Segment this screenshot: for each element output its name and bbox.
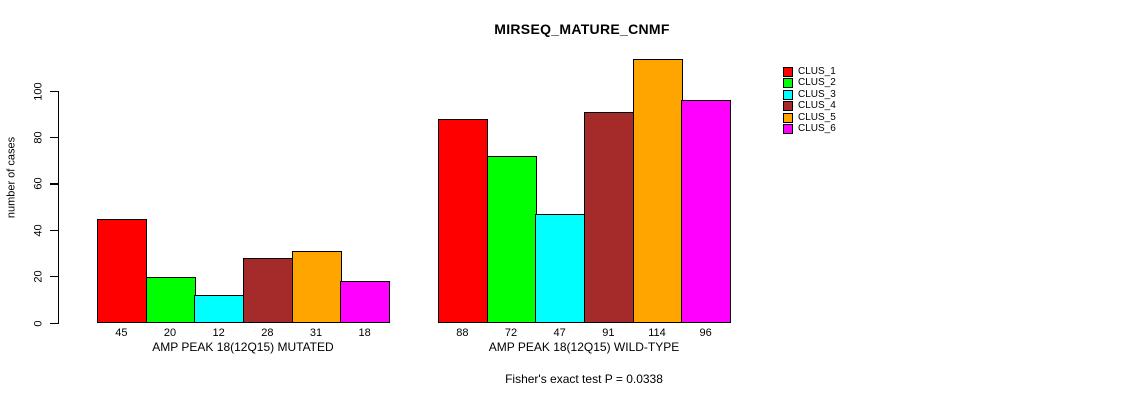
y-tick-label: 20 — [32, 270, 45, 283]
y-tick-mark — [50, 322, 58, 324]
legend-swatch-clus_6 — [783, 124, 793, 134]
y-tick-label: 60 — [32, 177, 45, 190]
bar-clus_6 — [681, 100, 732, 323]
group-label-wildtype: AMP PEAK 18(12Q15) WILD-TYPE — [488, 340, 680, 354]
bar-value-label: 45 — [115, 327, 128, 339]
legend-label-clus_1: CLUS_1 — [798, 66, 836, 77]
bar-value-label: 12 — [212, 327, 225, 339]
annotation-fisher-test: Fisher's exact test P = 0.0338 — [505, 372, 663, 386]
legend-label-clus_2: CLUS_2 — [798, 77, 836, 89]
y-tick-mark — [50, 136, 58, 139]
legend-label-clus_5: CLUS_5 — [798, 111, 836, 123]
y-tick-mark — [50, 229, 58, 232]
bar-value-label: 31 — [309, 327, 323, 339]
bar-clus_2 — [145, 276, 196, 323]
bar-value-label: 18 — [358, 327, 371, 339]
y-tick-mark — [50, 276, 58, 278]
bar-clus_2 — [486, 155, 537, 323]
y-tick-label: 80 — [32, 131, 45, 144]
bar-value-label: 47 — [553, 327, 566, 339]
bar-value-label: 28 — [261, 327, 274, 339]
legend-swatch-clus_1 — [783, 67, 793, 77]
y-tick-label: 100 — [32, 81, 45, 101]
bar-clus_1 — [97, 218, 148, 323]
y-tick-label: 40 — [32, 224, 45, 237]
y-tick-label: 0 — [32, 319, 45, 327]
legend-label-clus_6: CLUS_6 — [798, 123, 836, 134]
bar-clus_4 — [243, 258, 294, 323]
bar-clus_1 — [438, 118, 489, 323]
bar-value-label: 114 — [648, 327, 666, 339]
y-tick-mark — [50, 183, 58, 185]
bar-clus_3 — [194, 295, 245, 323]
bar-clus_5 — [291, 251, 342, 323]
bar-value-label: 72 — [504, 327, 518, 339]
chart-title: MIRSEQ_MATURE_CNMF — [494, 21, 670, 37]
legend-swatch-clus_4 — [783, 101, 793, 112]
y-axis-label: number of cases — [5, 136, 18, 219]
bar-value-label: 20 — [163, 327, 177, 339]
bar-clus_6 — [340, 281, 391, 323]
legend-label-clus_3: CLUS_3 — [798, 88, 836, 100]
y-axis-line — [58, 91, 60, 324]
bar-clus_4 — [584, 111, 635, 323]
group-label-mutated: AMP PEAK 18(12Q15) MUTATED — [152, 340, 334, 354]
bar-clus_5 — [632, 58, 683, 323]
legend-swatch-clus_3 — [783, 89, 793, 100]
legend-swatch-clus_2 — [783, 78, 793, 89]
legend-label-clus_4: CLUS_4 — [798, 100, 836, 112]
bar-value-label: 91 — [602, 327, 615, 339]
y-tick-mark — [50, 90, 58, 92]
bar-value-label: 88 — [456, 327, 469, 339]
bar-value-label: 96 — [699, 327, 712, 339]
bar-clus_3 — [535, 213, 586, 323]
legend-swatch-clus_5 — [783, 112, 793, 123]
